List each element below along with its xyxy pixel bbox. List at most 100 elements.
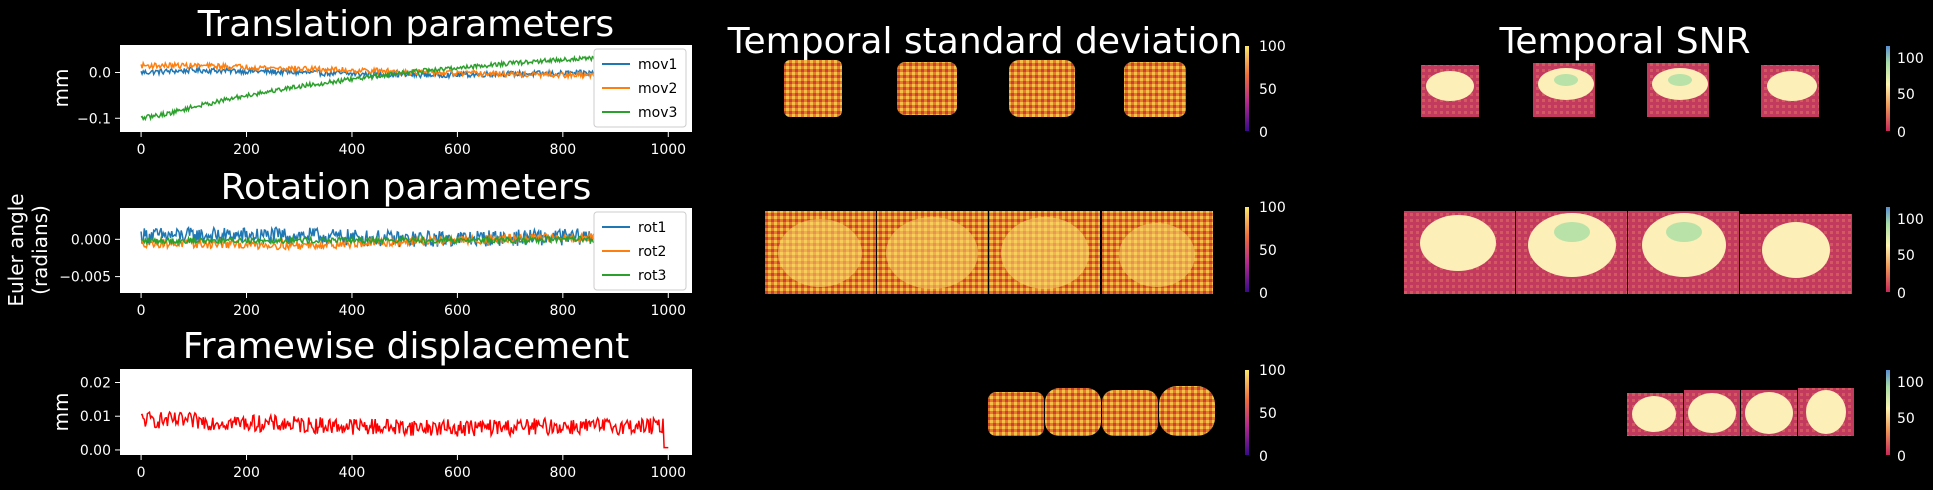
y-tick-label: 0.0 <box>89 65 111 81</box>
std-cbar2-tick-100: 100 <box>1259 200 1286 216</box>
snr-cbar1-tick-100: 100 <box>1897 51 1924 67</box>
x-tick-label: 200 <box>233 465 260 481</box>
snr-coronal-brain-1 <box>1420 215 1496 271</box>
series-line-fd <box>140 410 669 449</box>
std-colorbar-3 <box>1245 370 1249 455</box>
std-cbar3-tick-0: 0 <box>1259 449 1268 465</box>
y-tick-label: 0.02 <box>80 375 111 391</box>
x-tick-label: 400 <box>339 142 366 158</box>
snr-sagittal-brain-3 <box>1745 392 1793 434</box>
snr-cbar3-tick-0: 0 <box>1897 449 1906 465</box>
x-tick-label: 800 <box>549 465 576 481</box>
y-axis-label: mm <box>49 69 73 108</box>
snr-axial-brain-4 <box>1767 71 1817 101</box>
snr-coronal-hot-2 <box>1554 222 1590 242</box>
legend-label: rot2 <box>638 244 666 260</box>
y-tick-label: −0.1 <box>77 111 111 127</box>
snr-colorbar-top: 100 50 0 <box>1886 46 1924 141</box>
series-line-rot3 <box>140 234 669 247</box>
std-cbar1-tick-50: 50 <box>1259 82 1277 98</box>
series-lines <box>140 225 670 252</box>
chart-title: Framewise displacement <box>183 326 630 367</box>
std-colorbar-2 <box>1245 207 1249 292</box>
snr-coronal-brain-4 <box>1762 222 1830 278</box>
snr-cbar2-tick-100: 100 <box>1897 212 1924 228</box>
std-cbar2-tick-50: 50 <box>1259 243 1277 259</box>
x-tick-label: 400 <box>339 465 366 481</box>
temporal-std-panel: Temporal standard deviation 100 <box>727 21 1286 465</box>
snr-coronal-brain-2 <box>1528 213 1616 277</box>
snr-cbar3-tick-100: 100 <box>1897 375 1924 391</box>
y-tick-label: 0.01 <box>80 409 111 425</box>
std-colorbar-mid: 100 50 0 <box>1245 200 1286 302</box>
rotation-chart: 0 200 400 600 800 1000 0.000 −0.005 Rotation par… <box>4 167 692 319</box>
x-tick-label: 800 <box>549 142 576 158</box>
x-tick-label: 0 <box>137 142 146 158</box>
y-tick-label: 0.00 <box>80 443 111 459</box>
x-tick-label: 0 <box>137 303 146 319</box>
x-tick-label: 600 <box>444 142 471 158</box>
legend-label: mov2 <box>638 81 677 97</box>
std-cbar3-tick-100: 100 <box>1259 363 1286 379</box>
snr-sagittal-brain-1 <box>1632 396 1676 432</box>
translation-chart: 0 200 400 600 800 1000 0.0 −0.1 Translation para… <box>49 4 692 158</box>
framewise-displacement-chart: 0 200 400 600 800 1000 0.02 0.01 0.00 Framewise d… <box>49 326 692 481</box>
std-coronal-brain-1 <box>778 219 862 287</box>
temporal-snr-title: Temporal SNR <box>1498 21 1750 62</box>
temporal-snr-panel: Temporal SNR <box>1404 21 1924 465</box>
std-colorbar-top: 100 50 0 <box>1245 39 1286 141</box>
x-tick-label: 400 <box>339 303 366 319</box>
snr-colorbar-1 <box>1886 46 1890 131</box>
snr-colorbar-2 <box>1886 207 1890 292</box>
x-tick-label: 1000 <box>650 465 686 481</box>
snr-sagittal-brain-4 <box>1806 390 1846 434</box>
snr-sagittal-brain-2 <box>1688 393 1736 433</box>
std-cbar1-tick-0: 0 <box>1259 125 1268 141</box>
x-tick-label: 1000 <box>650 142 686 158</box>
x-tick-label: 200 <box>233 142 260 158</box>
y-tick-label: 0.000 <box>71 232 111 248</box>
std-sagittal-slice-2 <box>1045 388 1101 436</box>
snr-sagittal-row <box>1627 388 1854 436</box>
x-tick-label: 200 <box>233 303 260 319</box>
snr-cbar1-tick-0: 0 <box>1897 125 1906 141</box>
snr-coronal-hot-3 <box>1666 222 1702 242</box>
series-lines <box>140 410 669 449</box>
temporal-std-title: Temporal standard deviation <box>727 21 1243 62</box>
x-tick-label: 800 <box>549 303 576 319</box>
snr-colorbar-mid: 100 50 0 <box>1886 207 1924 302</box>
snr-cbar2-tick-0: 0 <box>1897 286 1906 302</box>
std-axial-slice-1 <box>784 60 842 117</box>
x-tick-label: 600 <box>444 465 471 481</box>
std-sagittal-slice-1 <box>988 392 1044 436</box>
std-axial-slice-3 <box>1009 60 1075 117</box>
snr-colorbar-3 <box>1886 370 1890 455</box>
y-axis-label: mm <box>49 393 73 432</box>
legend-box <box>593 48 687 128</box>
std-colorbar-bottom: 100 50 0 <box>1245 363 1286 465</box>
std-cbar3-tick-50: 50 <box>1259 406 1277 422</box>
std-sagittal-slice-3 <box>1102 390 1158 436</box>
plot-area <box>120 369 692 455</box>
x-tick-label: 600 <box>444 303 471 319</box>
std-axial-slice-2 <box>897 62 957 115</box>
snr-coronal-row <box>1404 211 1852 294</box>
std-sagittal-row <box>988 386 1215 436</box>
std-cbar2-tick-0: 0 <box>1259 286 1268 302</box>
snr-axial-row <box>1421 63 1819 117</box>
std-axial-slice-4 <box>1124 62 1186 117</box>
snr-axial-hot-3 <box>1668 74 1692 86</box>
y-axis-label: Euler angle(radians) <box>4 193 52 306</box>
x-tick-label: 0 <box>137 465 146 481</box>
legend-label: rot3 <box>638 268 666 284</box>
std-colorbar-1 <box>1245 46 1249 131</box>
snr-axial-hot-2 <box>1554 74 1578 86</box>
series-lines <box>140 52 670 122</box>
snr-cbar3-tick-50: 50 <box>1897 411 1915 427</box>
snr-axial-brain-1 <box>1426 71 1474 101</box>
legend-label: rot1 <box>638 220 666 236</box>
std-axial-row <box>784 60 1186 117</box>
snr-cbar1-tick-50: 50 <box>1897 87 1915 103</box>
std-coronal-brain-4 <box>1119 223 1195 287</box>
